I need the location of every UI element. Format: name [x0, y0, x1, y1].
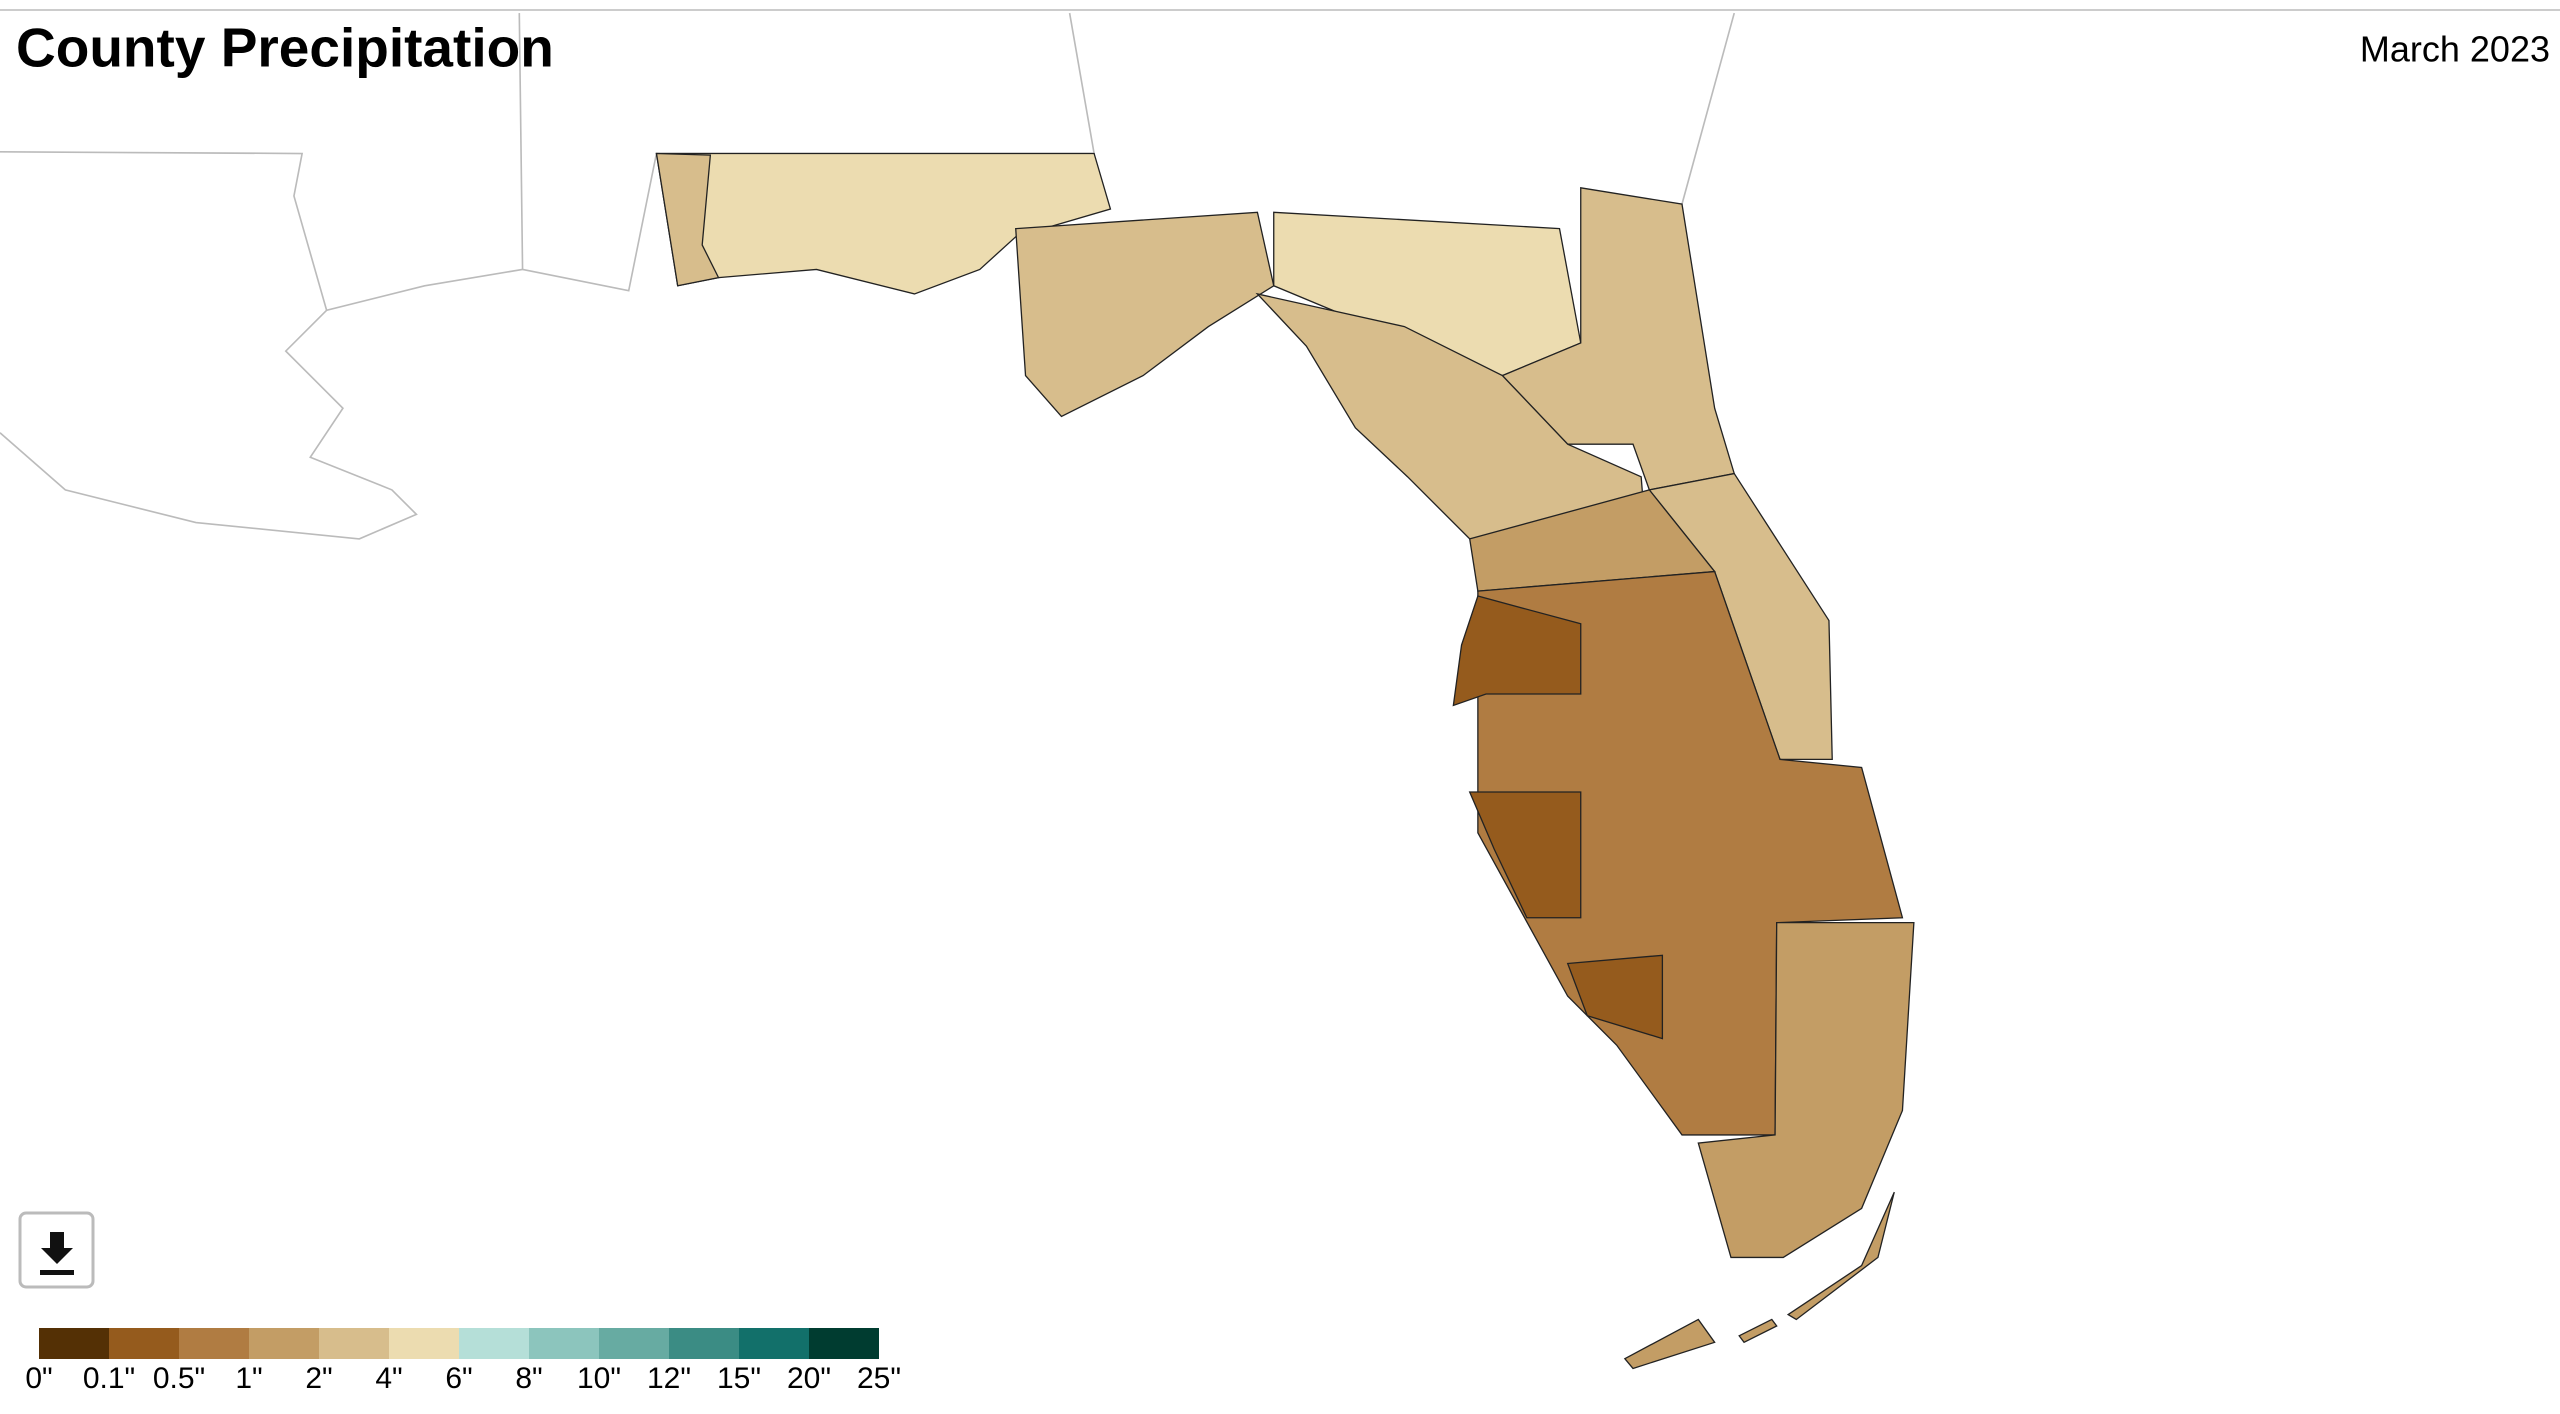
legend-label: 1": [235, 1362, 262, 1395]
legend-label: 4": [375, 1362, 402, 1395]
legend-swatch: [319, 1328, 389, 1359]
legend-swatch: [669, 1328, 739, 1359]
region: [1623, 1318, 1716, 1370]
region: [1468, 791, 1582, 919]
state-map: [0, 12, 1915, 1370]
legend-label: 0.5": [153, 1362, 205, 1395]
region: [1452, 595, 1582, 707]
legend-label: 2": [305, 1362, 332, 1395]
download-button[interactable]: [18, 1211, 95, 1289]
region: [1738, 1318, 1778, 1344]
legend-label: 8": [515, 1362, 542, 1395]
legend-swatch: [809, 1328, 879, 1359]
legend-label: 25": [857, 1362, 901, 1395]
legend-label: 20": [787, 1362, 831, 1395]
legend-label: 10": [577, 1362, 621, 1395]
region: [1566, 954, 1664, 1040]
legend-label: 15": [717, 1362, 761, 1395]
neighbor-outline: [1681, 12, 1736, 205]
region: [1501, 187, 1736, 491]
title: County Precipitation: [16, 17, 554, 79]
legend-swatch: [249, 1328, 319, 1359]
legend-swatch: [529, 1328, 599, 1359]
region: [1786, 1191, 1895, 1321]
region: [655, 152, 720, 287]
legend-swatch: [599, 1328, 669, 1359]
region: [1015, 211, 1275, 418]
legend-swatch: [39, 1328, 109, 1359]
legend-swatch: [109, 1328, 179, 1359]
download-icon[interactable]: [40, 1232, 74, 1275]
region: [1697, 921, 1915, 1259]
legend-label: 6": [445, 1362, 472, 1395]
legend-label: 12": [647, 1362, 691, 1395]
legend-swatch: [739, 1328, 809, 1359]
legend-swatch: [389, 1328, 459, 1359]
period: March 2023: [2360, 29, 2550, 70]
neighbor-outline: [0, 309, 418, 540]
legend-swatch: [179, 1328, 249, 1359]
legend-label: 0": [25, 1362, 52, 1395]
legend-label: 0.1": [83, 1362, 135, 1395]
legend: 0" 0.1" 0.5" 1" 2" 4" 6" 8" 10" 12" 15" 20" 25": [25, 1328, 901, 1395]
legend-swatch: [459, 1328, 529, 1359]
